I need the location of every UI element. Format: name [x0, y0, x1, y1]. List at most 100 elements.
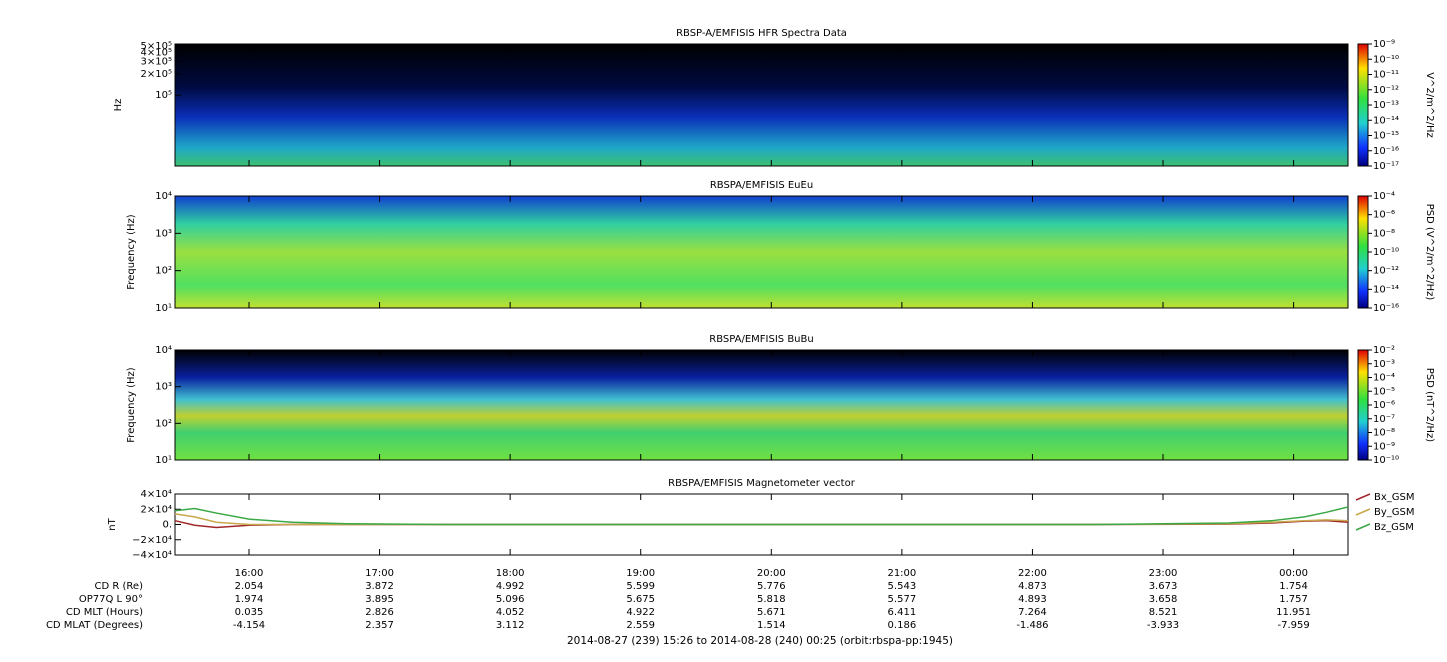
- x-tick-label: 23:00: [1149, 568, 1178, 579]
- colorbar-tick-label: 10⁻⁹: [1373, 441, 1395, 452]
- y-tick-label: 10⁴: [155, 345, 172, 356]
- panel-title: RBSP-A/EMFISIS HFR Spectra Data: [676, 28, 847, 39]
- colorbar-tick-label: 10⁻⁸: [1373, 228, 1395, 239]
- y-axis-label: nT: [107, 517, 118, 530]
- ephemeris-value: 2.559: [626, 620, 655, 631]
- ephemeris-value: -3.933: [1147, 620, 1179, 631]
- ephemeris-label: CD MLAT (Degrees): [46, 620, 143, 631]
- spectrogram-image: [175, 44, 1348, 166]
- ephemeris-value: 5.543: [888, 581, 917, 592]
- ephemeris-value: 4.873: [1018, 581, 1047, 592]
- y-tick-label: 2×10⁴: [141, 504, 172, 515]
- y-tick-label: 10⁵: [155, 90, 172, 101]
- y-tick-label: 10⁴: [155, 191, 172, 202]
- ephemeris-value: 5.818: [757, 594, 786, 605]
- ephemeris-value: 4.052: [496, 607, 525, 618]
- panel-title: RBSPA/EMFISIS BuBu: [709, 334, 813, 345]
- y-tick-label: 5×10⁵: [141, 41, 172, 52]
- legend-label: Bz_GSM: [1374, 522, 1414, 533]
- ephemeris-value: 2.826: [365, 607, 394, 618]
- colorbar-tick-label: 10⁻¹⁵: [1373, 131, 1399, 142]
- y-tick-label: 4×10⁴: [141, 489, 172, 500]
- y-tick-label: 10²: [155, 266, 172, 277]
- y-tick-label: 4×10⁵: [141, 48, 172, 59]
- ephemeris-value: 4.893: [1018, 594, 1047, 605]
- legend-swatch: [1355, 508, 1371, 516]
- ephemeris-value: 0.035: [235, 607, 264, 618]
- ephemeris-value: 3.658: [1149, 594, 1178, 605]
- ephemeris-value: 5.675: [626, 594, 655, 605]
- x-tick-label: 16:00: [235, 568, 264, 579]
- colorbar-tick-label: 10⁻¹⁴: [1373, 284, 1399, 295]
- colorbar-tick-label: 10⁻¹⁰: [1373, 247, 1399, 258]
- spectrogram-image: [175, 196, 1348, 308]
- y-tick-label: 10³: [155, 382, 172, 393]
- colorbar-tick-label: 10⁻⁶: [1373, 210, 1395, 221]
- ephemeris-value: -1.486: [1016, 620, 1048, 631]
- ephemeris-label: OP77Q L 90°: [79, 594, 143, 605]
- colorbar-tick-label: 10⁻⁹: [1373, 39, 1395, 50]
- colorbar-tick-label: 10⁻⁷: [1373, 414, 1395, 425]
- ephemeris-value: 1.974: [235, 594, 264, 605]
- ephemeris-value: 5.577: [888, 594, 917, 605]
- colorbar-tick-label: 10⁻⁶: [1373, 400, 1395, 411]
- ephemeris-value: 8.521: [1149, 607, 1178, 618]
- colorbar-tick-label: 10⁻¹⁶: [1373, 146, 1399, 157]
- panel-frame: [174, 349, 1349, 461]
- panel-frame: [174, 43, 1349, 167]
- y-axis-label: Hz: [113, 99, 124, 112]
- x-tick-label: 22:00: [1018, 568, 1047, 579]
- colorbar-tick-label: 10⁻¹⁶: [1373, 303, 1399, 314]
- ephemeris-value: -7.959: [1277, 620, 1309, 631]
- colorbar-tick-label: 10⁻⁴: [1373, 191, 1395, 202]
- colorbar: [1357, 195, 1369, 309]
- ephemeris-value: 4.992: [496, 581, 525, 592]
- y-axis-label: Frequency (Hz): [126, 214, 137, 290]
- colorbar-tick-label: 10⁻³: [1373, 359, 1395, 370]
- y-tick-label: 10¹: [155, 303, 172, 314]
- ephemeris-value: 1.754: [1279, 581, 1308, 592]
- y-tick-label: −2×10⁴: [132, 535, 172, 546]
- y-tick-label: 2×10⁵: [141, 69, 172, 80]
- colorbar-label: V^2/m^2/Hz: [1424, 72, 1435, 138]
- colorbar-label: PSD (nT^2/Hz): [1424, 368, 1435, 442]
- ephemeris-value: 0.186: [888, 620, 917, 631]
- y-tick-label: 10³: [155, 228, 172, 239]
- x-tick-label: 21:00: [887, 568, 916, 579]
- ephemeris-value: 5.776: [757, 581, 786, 592]
- footer: 2014-08-27 (239) 15:26 to 2014-08-28 (24…: [567, 635, 953, 647]
- y-tick-label: 10¹: [155, 455, 172, 466]
- data-line: [174, 506, 1349, 526]
- ephemeris-value: 11.951: [1276, 607, 1311, 618]
- y-axis-label: Frequency (Hz): [126, 367, 137, 443]
- ephemeris-value: 3.895: [365, 594, 394, 605]
- ephemeris-value: 5.671: [757, 607, 786, 618]
- x-tick-label: 19:00: [626, 568, 655, 579]
- ephemeris-value: 1.757: [1279, 594, 1308, 605]
- ephemeris-value: 3.872: [365, 581, 394, 592]
- colorbar-tick-label: 10⁻⁵: [1373, 386, 1395, 397]
- legend-label: Bx_GSM: [1374, 492, 1415, 503]
- panel-title: RBSPA/EMFISIS Magnetometer vector: [668, 478, 856, 489]
- ephemeris-value: 5.599: [626, 581, 655, 592]
- ephemeris-label: CD R (Re): [95, 581, 144, 592]
- legend-label: By_GSM: [1374, 507, 1415, 518]
- ephemeris-value: 7.264: [1018, 607, 1047, 618]
- y-tick-label: −4×10⁴: [132, 550, 172, 561]
- ephemeris-value: 3.112: [496, 620, 525, 631]
- colorbar-tick-label: 10⁻⁴: [1373, 373, 1395, 384]
- legend-swatch: [1355, 523, 1371, 531]
- colorbar-tick-label: 10⁻¹⁰: [1373, 54, 1399, 65]
- legend-swatch: [1355, 493, 1371, 501]
- x-tick-label: 20:00: [757, 568, 786, 579]
- panel-title: RBSPA/EMFISIS EuEu: [710, 180, 813, 191]
- ephemeris-value: 1.514: [757, 620, 786, 631]
- panel-frame: [174, 195, 1349, 309]
- ephemeris-label: CD MLT (Hours): [66, 607, 143, 618]
- colorbar-tick-label: 10⁻¹²: [1373, 266, 1399, 277]
- colorbar-tick-label: 10⁻²: [1373, 345, 1395, 356]
- ephemeris-value: 5.096: [496, 594, 525, 605]
- colorbar-tick-label: 10⁻¹²: [1373, 85, 1399, 96]
- ephemeris-value: -4.154: [233, 620, 265, 631]
- y-tick-label: 0.: [162, 520, 172, 531]
